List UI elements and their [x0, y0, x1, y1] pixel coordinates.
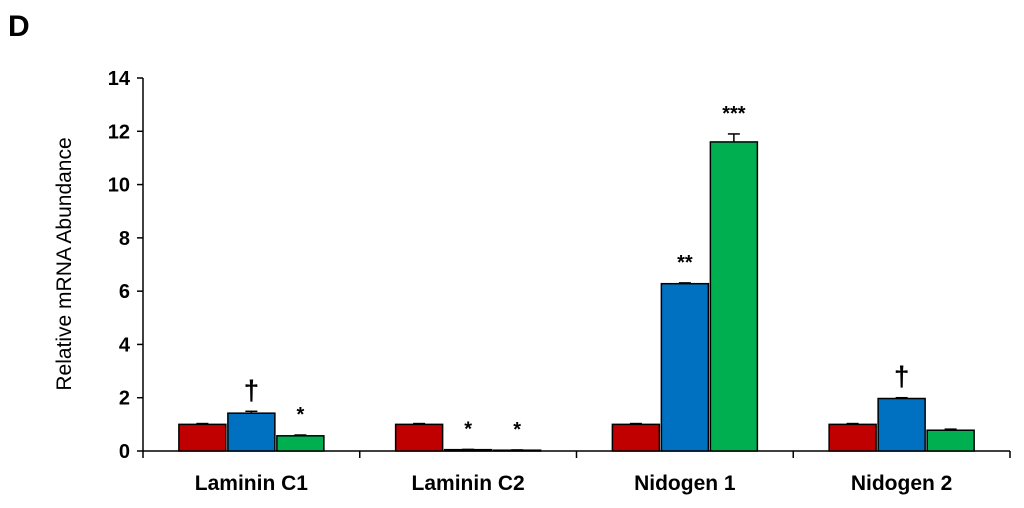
x-tick-label: Nidogen 2	[851, 472, 953, 495]
y-tick-label: 2	[119, 388, 130, 410]
x-tick-label: Laminin C1	[195, 472, 309, 495]
bar	[828, 423, 877, 452]
y-tick-label: 12	[108, 121, 130, 143]
bar	[611, 423, 661, 452]
bar	[709, 141, 759, 452]
significance-label: *	[296, 404, 304, 426]
significance-label: ***	[722, 103, 746, 125]
y-tick-label: 6	[119, 281, 130, 303]
y-axis-label: Relative mRNA Abundance	[53, 137, 76, 390]
bar	[926, 429, 975, 452]
significance-label: *	[513, 419, 521, 441]
bar	[877, 397, 926, 452]
bar	[178, 423, 227, 452]
bar	[227, 412, 276, 452]
x-tick-label: Nidogen 1	[634, 472, 736, 495]
y-tick-label: 14	[108, 68, 131, 90]
panel-label: D	[8, 10, 30, 43]
significance-label: †	[244, 374, 260, 405]
bar	[660, 282, 710, 452]
y-tick-label: 8	[119, 228, 130, 250]
y-tick-label: 0	[119, 441, 130, 463]
bar	[276, 435, 325, 452]
x-tick-label: Laminin C2	[412, 472, 525, 495]
bar	[394, 423, 444, 452]
significance-label: *	[464, 418, 472, 440]
significance-label: **	[677, 252, 693, 274]
significance-label: †	[894, 361, 910, 392]
y-tick-label: 4	[119, 334, 131, 356]
y-tick-label: 10	[108, 175, 130, 197]
